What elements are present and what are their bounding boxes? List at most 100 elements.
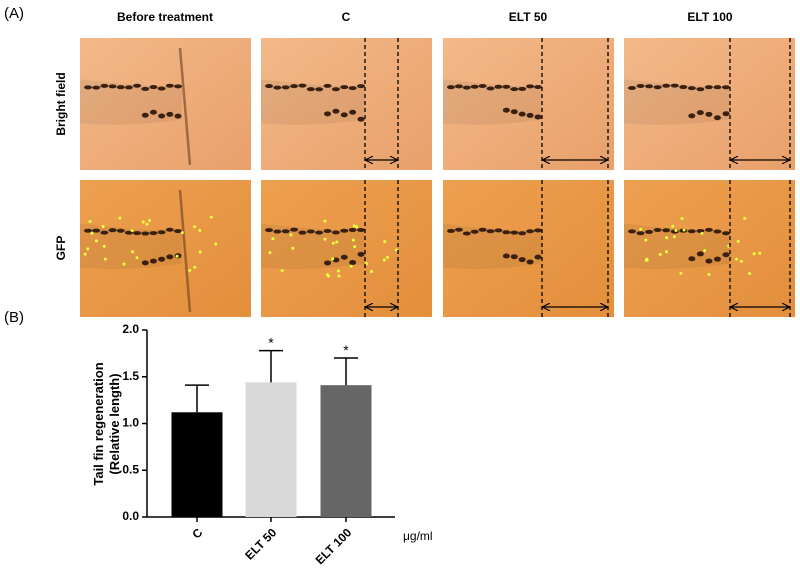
gfp-signal bbox=[90, 231, 94, 235]
gfp-signal bbox=[94, 239, 98, 243]
pigment bbox=[357, 116, 365, 122]
gfp-signal bbox=[180, 231, 184, 235]
pigment bbox=[534, 228, 542, 233]
pigment bbox=[662, 83, 671, 88]
pigment bbox=[281, 85, 290, 90]
error-bar bbox=[259, 349, 283, 383]
panel-label: (A) bbox=[4, 5, 24, 22]
pigment bbox=[526, 84, 535, 89]
gfp-signal bbox=[147, 218, 151, 222]
y-axis-title-line: (Relative length) bbox=[107, 373, 122, 474]
pigment bbox=[636, 231, 645, 236]
image-background bbox=[443, 38, 614, 170]
gfp-signal bbox=[198, 250, 202, 254]
pigment bbox=[116, 228, 125, 233]
pigment bbox=[149, 231, 158, 236]
pigment bbox=[116, 85, 125, 90]
gfp-signal bbox=[336, 269, 340, 273]
error-bar bbox=[334, 357, 358, 386]
gfp-signal bbox=[743, 216, 747, 220]
gfp-signal bbox=[758, 251, 762, 255]
pigment bbox=[133, 231, 142, 236]
pigment bbox=[133, 83, 142, 88]
y-tick-label: 2.0 bbox=[122, 322, 139, 336]
micrograph bbox=[443, 38, 614, 170]
pigment bbox=[165, 83, 174, 88]
pigment bbox=[494, 84, 503, 89]
row-label: GFP bbox=[54, 236, 68, 261]
pigment bbox=[454, 84, 463, 89]
pigment bbox=[84, 228, 92, 233]
gfp-signal bbox=[703, 249, 707, 253]
gfp-signal bbox=[672, 235, 676, 239]
pigment bbox=[502, 107, 510, 113]
gfp-signal bbox=[355, 225, 359, 229]
image-background bbox=[443, 180, 614, 317]
pigment bbox=[518, 86, 527, 91]
gfp-signal bbox=[385, 255, 389, 259]
gfp-signal bbox=[351, 238, 355, 242]
gfp-signal bbox=[645, 257, 649, 261]
pigment bbox=[349, 109, 357, 115]
pigment bbox=[722, 252, 730, 258]
pigment bbox=[534, 114, 542, 120]
bar bbox=[320, 385, 372, 517]
pigment bbox=[149, 85, 158, 90]
fin-tissue bbox=[624, 223, 730, 269]
pigment bbox=[478, 227, 487, 232]
gfp-signal bbox=[88, 220, 92, 224]
pigment bbox=[688, 256, 696, 262]
gfp-signal bbox=[335, 240, 339, 244]
pigment bbox=[628, 229, 636, 234]
pigment bbox=[357, 251, 365, 257]
gfp-signal bbox=[382, 258, 386, 262]
gfp-signal bbox=[734, 257, 738, 261]
gfp-signal bbox=[658, 252, 662, 256]
pigment bbox=[332, 108, 340, 114]
image-background bbox=[261, 180, 432, 317]
pigment bbox=[510, 230, 519, 235]
gfp-signal bbox=[289, 233, 293, 237]
pigment bbox=[340, 228, 349, 233]
y-tick-label: 0.5 bbox=[122, 462, 139, 476]
pigment bbox=[662, 228, 671, 233]
pigment bbox=[315, 230, 324, 235]
y-tick-label: 1.0 bbox=[122, 416, 139, 430]
micrograph bbox=[261, 38, 432, 170]
bar bbox=[171, 412, 223, 517]
column-header: ELT 50 bbox=[509, 10, 548, 24]
gfp-signal bbox=[739, 259, 743, 263]
y-tick-label: 0.0 bbox=[122, 509, 139, 523]
gfp-signal bbox=[352, 224, 356, 228]
image-background bbox=[624, 180, 795, 317]
gfp-signal bbox=[365, 262, 369, 266]
pigment bbox=[340, 112, 348, 118]
gfp-signal bbox=[193, 225, 197, 229]
micrograph bbox=[261, 180, 432, 317]
pigment bbox=[124, 85, 133, 90]
pigment bbox=[357, 84, 365, 89]
pigment bbox=[340, 254, 348, 260]
pigment bbox=[722, 85, 730, 90]
pigment bbox=[290, 227, 299, 232]
pigment bbox=[306, 229, 315, 234]
pigment bbox=[696, 110, 704, 116]
pigment bbox=[290, 84, 299, 89]
gfp-signal bbox=[280, 269, 284, 273]
row-label: Bright field bbox=[54, 72, 68, 135]
gfp-signal bbox=[353, 245, 357, 249]
micrograph bbox=[624, 38, 795, 170]
gfp-signal bbox=[209, 215, 213, 219]
pigment bbox=[645, 229, 654, 234]
pigment bbox=[348, 86, 357, 91]
pigment bbox=[494, 228, 503, 233]
image-background bbox=[261, 38, 432, 170]
pigment bbox=[100, 230, 109, 235]
pigment bbox=[470, 229, 479, 234]
pigment bbox=[713, 229, 722, 234]
gfp-signal bbox=[323, 219, 327, 223]
gfp-signal bbox=[680, 217, 684, 221]
pigment bbox=[645, 84, 654, 89]
pigment bbox=[100, 83, 109, 88]
column-header: C bbox=[342, 10, 351, 24]
